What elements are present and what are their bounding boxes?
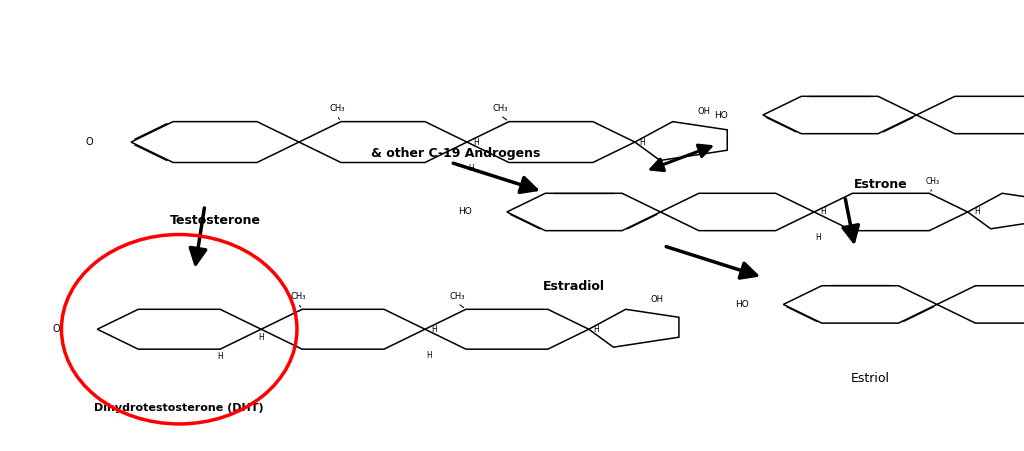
Text: H: H: [431, 325, 437, 334]
Text: H: H: [426, 351, 432, 360]
Text: HO: HO: [459, 207, 472, 216]
Text: & other C-19 Androgens: & other C-19 Androgens: [371, 147, 541, 160]
Text: Testosterone: Testosterone: [170, 215, 260, 227]
Text: HO: HO: [735, 300, 749, 309]
Text: O: O: [53, 324, 60, 334]
Text: OH: OH: [650, 295, 664, 304]
Text: H: H: [474, 138, 479, 147]
Text: Estrone: Estrone: [854, 179, 907, 191]
Text: OH: OH: [698, 107, 711, 116]
Text: H: H: [217, 352, 223, 361]
Text: Estriol: Estriol: [851, 373, 890, 385]
Text: H: H: [593, 325, 599, 334]
Text: CH₃: CH₃: [290, 292, 306, 301]
Text: H: H: [820, 207, 826, 216]
Text: HO: HO: [715, 110, 728, 120]
Text: H: H: [815, 233, 821, 242]
Text: CH₃: CH₃: [493, 105, 508, 114]
Text: H: H: [974, 207, 980, 216]
Text: H: H: [639, 138, 645, 147]
Text: O: O: [86, 137, 93, 147]
Text: Estradiol: Estradiol: [543, 280, 604, 293]
Text: H: H: [468, 164, 474, 173]
Text: Dihydrotestosterone (DHT): Dihydrotestosterone (DHT): [94, 403, 264, 413]
Text: CH₃: CH₃: [329, 105, 344, 114]
Text: CH₃: CH₃: [450, 292, 466, 301]
Text: H: H: [258, 333, 264, 342]
Text: CH₃: CH₃: [926, 177, 940, 186]
